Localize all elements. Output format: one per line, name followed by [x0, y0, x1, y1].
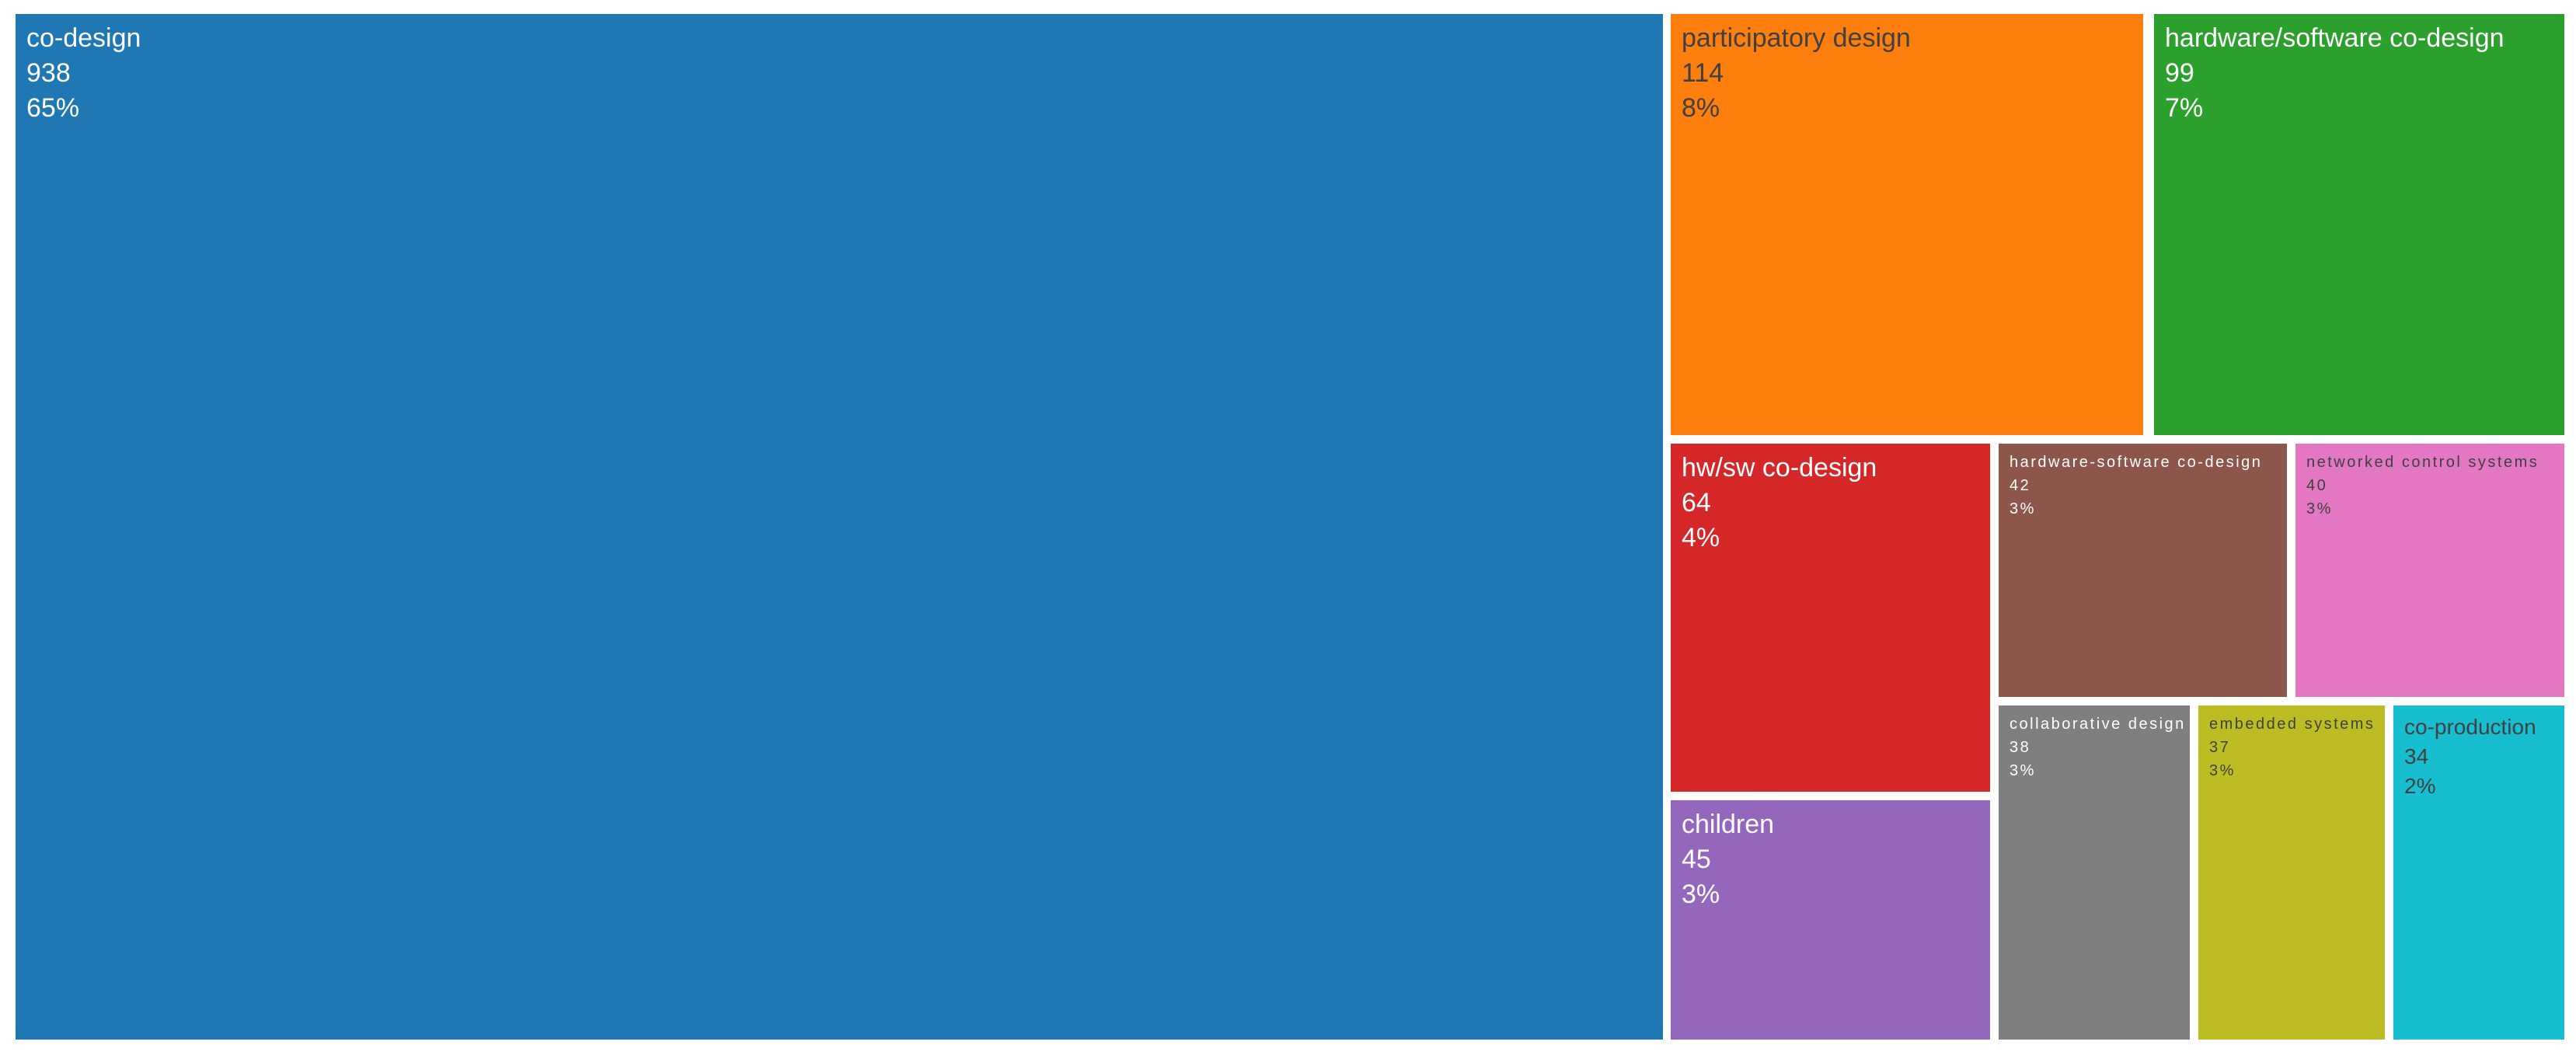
- tile-percent: 7%: [2165, 93, 2204, 123]
- tile-percent: 3%: [2209, 762, 2236, 779]
- tile-label: networked control systems: [2306, 454, 2539, 471]
- tile-percent: 3%: [2306, 500, 2333, 517]
- tile-value: 37: [2209, 739, 2231, 756]
- treemap-tile-co-design[interactable]: co-design 938 65%: [16, 14, 1663, 1040]
- tile-label: embedded systems: [2209, 716, 2376, 733]
- treemap-tile-hardware-software-co-design[interactable]: hardware-software co-design 42 3%: [1999, 444, 2287, 697]
- treemap-tile-hardware-software-co-design[interactable]: hardware/software co-design 99 7%: [2154, 14, 2564, 435]
- tile-label: co-production: [2404, 715, 2536, 739]
- tile-value: 938: [26, 58, 71, 88]
- tile-value: 34: [2404, 744, 2429, 768]
- tile-percent: 65%: [26, 93, 80, 123]
- tile-percent: 2%: [2404, 774, 2436, 798]
- tile-value: 64: [1682, 488, 1711, 517]
- treemap-tile-hw-sw-co-design[interactable]: hw/sw co-design 64 4%: [1671, 444, 1990, 792]
- treemap-tile-networked-control-systems[interactable]: networked control systems 40 3%: [2295, 444, 2564, 697]
- treemap-tile-children[interactable]: children 45 3%: [1671, 800, 1990, 1040]
- tile-percent: 8%: [1682, 93, 1720, 123]
- tile-label: children: [1682, 810, 1775, 839]
- treemap-tile-embedded-systems[interactable]: embedded systems 37 3%: [2198, 705, 2385, 1040]
- treemap-tile-collaborative-design[interactable]: collaborative design 38 3%: [1999, 705, 2190, 1040]
- tile-value: 114: [1682, 58, 1724, 88]
- tile-label: participatory design: [1682, 23, 1911, 53]
- tile-percent: 3%: [2010, 762, 2036, 779]
- tile-label: hardware/software co-design: [2165, 23, 2505, 53]
- tile-value: 99: [2165, 58, 2194, 88]
- tile-value: 45: [1682, 845, 1711, 874]
- tile-label: hw/sw co-design: [1682, 453, 1877, 482]
- tile-percent: 3%: [2010, 500, 2036, 517]
- tile-value: 42: [2010, 477, 2031, 494]
- tile-label: co-design: [26, 23, 141, 53]
- treemap-tile-participatory-design[interactable]: participatory design 114 8%: [1671, 14, 2143, 435]
- tile-value: 40: [2306, 477, 2328, 494]
- tile-percent: 3%: [1682, 880, 1720, 909]
- tile-value: 38: [2010, 739, 2031, 756]
- tile-label: hardware-software co-design: [2010, 454, 2263, 471]
- treemap-tile-co-production[interactable]: co-production 34 2%: [2393, 705, 2564, 1040]
- tile-percent: 4%: [1682, 523, 1720, 552]
- tile-label: collaborative design: [2010, 716, 2186, 733]
